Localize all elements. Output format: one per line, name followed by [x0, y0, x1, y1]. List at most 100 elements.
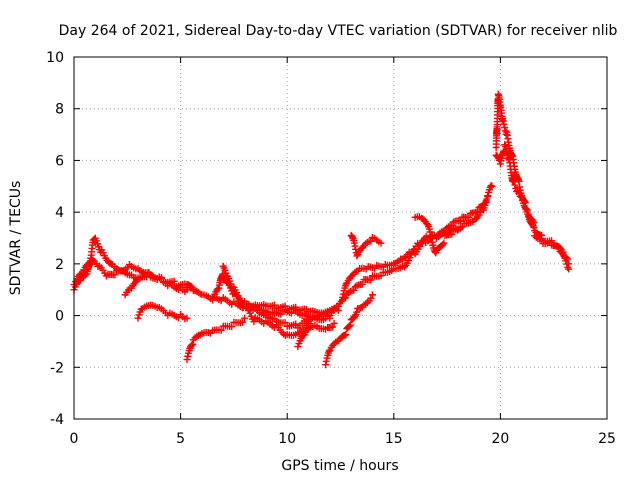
data-point: [500, 120, 508, 128]
series-track-c: [121, 270, 191, 299]
y-tick-label: -4: [50, 412, 64, 428]
x-tick-label: 15: [385, 431, 403, 447]
data-point: [345, 322, 353, 330]
data-point: [504, 155, 512, 163]
data-point: [368, 291, 376, 299]
data-point: [563, 260, 571, 268]
data-point: [562, 257, 570, 265]
data-point: [134, 314, 142, 322]
x-tick-label: 0: [70, 431, 79, 447]
data-point: [523, 206, 531, 214]
data-point: [228, 323, 236, 331]
data-point: [358, 280, 366, 288]
data-point: [111, 271, 119, 279]
data-point: [189, 340, 197, 348]
data-point: [223, 278, 231, 286]
y-tick-label: 4: [55, 205, 64, 221]
x-tick-label: 20: [491, 431, 509, 447]
data-point: [427, 235, 435, 243]
data-point: [292, 320, 300, 328]
data-point: [342, 331, 350, 339]
grid: [74, 57, 607, 419]
data-point: [510, 178, 518, 186]
x-axis-ticks: 0 5 10 15 20 25: [70, 57, 616, 447]
data-point: [322, 314, 330, 322]
data-point: [332, 338, 340, 346]
y-tick-label: 6: [55, 153, 64, 169]
y-tick-label: 8: [55, 102, 64, 118]
data-point: [281, 319, 289, 327]
y-tick-label: 2: [55, 257, 64, 273]
data-point: [350, 286, 358, 294]
data-point: [250, 318, 258, 326]
data-point: [501, 127, 509, 135]
data-point: [565, 265, 573, 273]
data-point: [339, 293, 347, 301]
data-point: [363, 238, 371, 246]
data-point: [456, 217, 464, 225]
data-point: [426, 228, 434, 236]
data-point: [367, 276, 375, 284]
data-point: [340, 295, 348, 303]
data-point: [188, 341, 196, 349]
y-tick-label: 0: [55, 309, 64, 325]
data-point: [351, 268, 359, 276]
data-point: [367, 237, 375, 245]
data-point: [522, 205, 530, 213]
data-point: [353, 308, 361, 316]
data-point: [183, 356, 191, 364]
data-point: [339, 290, 347, 298]
data-point: [357, 304, 365, 312]
data-point: [472, 214, 480, 222]
data-point: [511, 181, 519, 189]
data-point: [484, 192, 492, 200]
x-axis-label: GPS time / hours: [281, 458, 398, 474]
data-point: [322, 357, 330, 365]
data-point: [482, 198, 490, 206]
y-axis-ticks: -4 -2 0 2 4 6 8 10: [46, 50, 607, 428]
data-point: [342, 280, 350, 288]
data-point: [499, 117, 507, 125]
data-point: [501, 124, 509, 132]
x-tick-label: 10: [278, 431, 296, 447]
data-point: [427, 231, 435, 239]
data-point: [303, 326, 311, 334]
data-point: [420, 216, 428, 224]
data-point: [187, 342, 195, 350]
series-track-o: [411, 182, 496, 257]
data-point: [241, 314, 249, 322]
data-point: [346, 288, 354, 296]
data-point: [346, 321, 354, 329]
data-point: [183, 314, 191, 322]
series-track-d: [134, 301, 191, 323]
series-track-l: [326, 225, 462, 320]
data-point: [518, 193, 526, 201]
series-track-h: [219, 275, 313, 339]
data-point: [214, 285, 222, 293]
data-point: [217, 326, 225, 334]
data-point: [440, 239, 448, 247]
y-tick-label: -2: [50, 360, 64, 376]
data-point: [516, 192, 524, 200]
data-point: [439, 241, 447, 249]
data-point: [530, 224, 538, 232]
data-point: [449, 218, 457, 226]
data-point: [554, 243, 562, 251]
data-point: [322, 361, 330, 369]
x-tick-label: 25: [598, 431, 616, 447]
x-tick-label: 5: [176, 431, 185, 447]
data-point: [187, 282, 195, 290]
series-track-q: [492, 141, 573, 273]
data-point: [287, 309, 295, 317]
data-point: [400, 263, 408, 271]
data-point: [277, 310, 285, 318]
data-point: [458, 223, 466, 231]
data-point: [487, 182, 495, 190]
data-point: [329, 323, 337, 331]
data-point: [488, 182, 496, 190]
series-track-p: [492, 90, 573, 268]
data-points: [70, 90, 573, 369]
series-track-n: [347, 231, 385, 260]
series-track-f: [183, 314, 249, 364]
